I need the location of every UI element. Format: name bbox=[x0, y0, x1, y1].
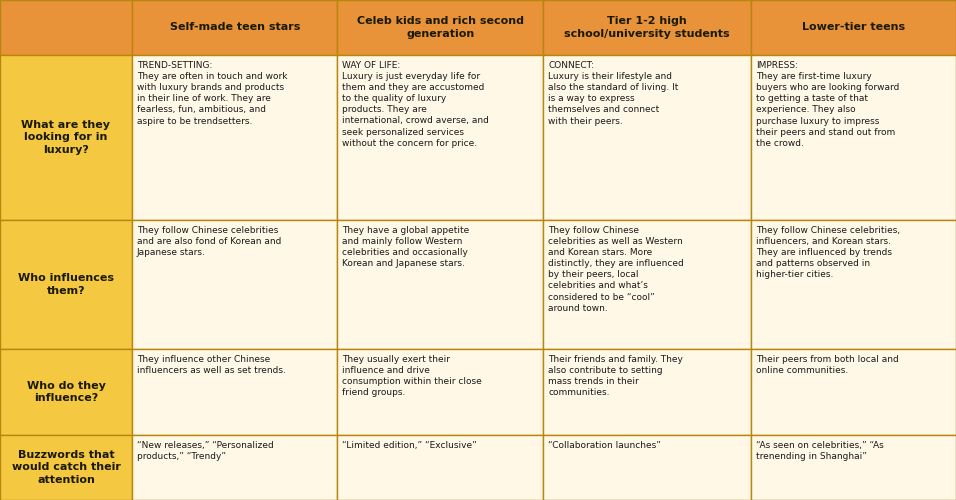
Text: Lower-tier teens: Lower-tier teens bbox=[802, 22, 905, 32]
Bar bbox=[751, 55, 956, 220]
Text: IMPRESS:
They are first-time luxury
buyers who are looking forward
to getting a : IMPRESS: They are first-time luxury buye… bbox=[756, 61, 900, 148]
Text: Tier 1-2 high
school/university students: Tier 1-2 high school/university students bbox=[564, 16, 730, 38]
Text: Celeb kids and rich second
generation: Celeb kids and rich second generation bbox=[357, 16, 524, 38]
Text: Their friends and family. They
also contribute to setting
mass trends in their
c: Their friends and family. They also cont… bbox=[548, 355, 683, 398]
Bar bbox=[337, 220, 543, 349]
Bar bbox=[337, 435, 543, 500]
Bar bbox=[751, 349, 956, 435]
Text: Self-made teen stars: Self-made teen stars bbox=[169, 22, 300, 32]
Text: What are they
looking for in
luxury?: What are they looking for in luxury? bbox=[21, 120, 111, 155]
Text: WAY OF LIFE:
Luxury is just everyday life for
them and they are accustomed
to th: WAY OF LIFE: Luxury is just everyday lif… bbox=[342, 61, 489, 148]
Text: “New releases,” “Personalized
products,” “Trendy”: “New releases,” “Personalized products,”… bbox=[137, 441, 273, 461]
Text: CONNECT:
Luxury is their lifestyle and
also the standard of living. It
is a way : CONNECT: Luxury is their lifestyle and a… bbox=[548, 61, 679, 126]
Text: They follow Chinese celebrities,
influencers, and Korean stars.
They are influen: They follow Chinese celebrities, influen… bbox=[756, 226, 901, 280]
Bar bbox=[751, 220, 956, 349]
Bar bbox=[0, 349, 132, 435]
Text: Who influences
them?: Who influences them? bbox=[18, 274, 114, 295]
Bar bbox=[0, 55, 132, 220]
Bar bbox=[132, 55, 337, 220]
Bar bbox=[337, 0, 543, 55]
Bar bbox=[543, 0, 751, 55]
Bar bbox=[132, 349, 337, 435]
Text: They usually exert their
influence and drive
consumption within their close
frie: They usually exert their influence and d… bbox=[342, 355, 482, 398]
Bar bbox=[132, 220, 337, 349]
Text: Their peers from both local and
online communities.: Their peers from both local and online c… bbox=[756, 355, 900, 375]
Text: TREND-SETTING:
They are often in touch and work
with luxury brands and products
: TREND-SETTING: They are often in touch a… bbox=[137, 61, 288, 126]
Bar bbox=[337, 55, 543, 220]
Text: “As seen on celebrities,” “As
trenending in Shanghai”: “As seen on celebrities,” “As trenending… bbox=[756, 441, 884, 461]
Text: They influence other Chinese
influencers as well as set trends.: They influence other Chinese influencers… bbox=[137, 355, 286, 375]
Text: They have a global appetite
and mainly follow Western
celebrities and occasional: They have a global appetite and mainly f… bbox=[342, 226, 469, 268]
Text: “Limited edition,” “Exclusive”: “Limited edition,” “Exclusive” bbox=[342, 441, 477, 450]
Bar bbox=[543, 220, 751, 349]
Text: Buzzwords that
would catch their
attention: Buzzwords that would catch their attenti… bbox=[11, 450, 120, 485]
Bar bbox=[0, 0, 132, 55]
Bar bbox=[337, 349, 543, 435]
Bar bbox=[543, 435, 751, 500]
Bar bbox=[0, 435, 132, 500]
Bar bbox=[0, 220, 132, 349]
Bar bbox=[543, 349, 751, 435]
Bar bbox=[132, 435, 337, 500]
Bar bbox=[543, 55, 751, 220]
Bar bbox=[751, 435, 956, 500]
Text: “Collaboration launches”: “Collaboration launches” bbox=[548, 441, 661, 450]
Text: Who do they
influence?: Who do they influence? bbox=[27, 381, 105, 403]
Text: They follow Chinese celebrities
and are also fond of Korean and
Japanese stars.: They follow Chinese celebrities and are … bbox=[137, 226, 281, 257]
Bar bbox=[751, 0, 956, 55]
Text: They follow Chinese
celebrities as well as Western
and Korean stars. More
distin: They follow Chinese celebrities as well … bbox=[548, 226, 684, 312]
Bar bbox=[132, 0, 337, 55]
